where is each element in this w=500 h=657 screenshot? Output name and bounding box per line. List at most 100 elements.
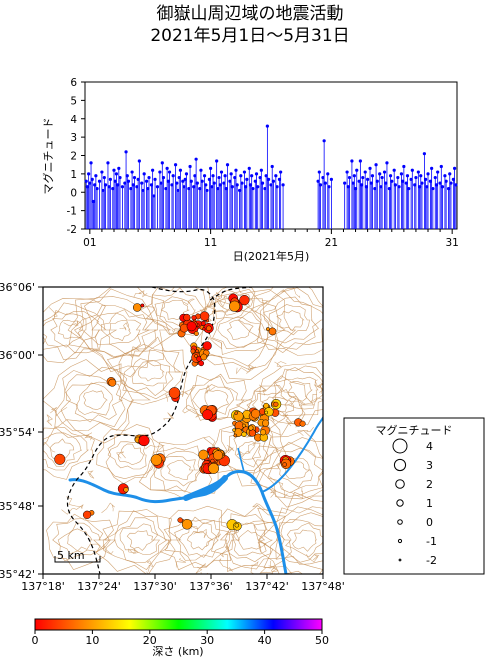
magnitude-point xyxy=(235,183,239,187)
magnitude-point xyxy=(387,186,391,191)
colorbar-ticks xyxy=(34,630,323,634)
magnitude-point xyxy=(275,185,279,189)
contour-line xyxy=(238,287,323,356)
contour-line xyxy=(182,404,198,414)
magnitude-point xyxy=(351,181,355,185)
magnitude-point xyxy=(90,177,94,181)
contour-line xyxy=(281,287,301,299)
magnitude-point xyxy=(210,185,214,189)
magnitude-point xyxy=(103,183,108,187)
magnitude-point xyxy=(425,185,429,189)
magnitude-point xyxy=(173,163,178,167)
figure-title-line1: 御嶽山周辺域の地震活動 xyxy=(156,4,344,24)
magnitude-point xyxy=(410,168,414,172)
epicenter xyxy=(132,303,142,312)
contour-line xyxy=(101,312,142,345)
magnitude-point xyxy=(178,168,183,172)
y-tick-label: 5 xyxy=(70,95,77,107)
magnitude-point xyxy=(409,177,413,181)
magnitude-point xyxy=(161,175,166,180)
contour-line xyxy=(254,300,269,313)
magnitude-point xyxy=(176,188,180,193)
contour-line xyxy=(178,522,219,558)
contour-line xyxy=(74,296,159,359)
magnitude-stems xyxy=(84,124,458,229)
magnitude-point xyxy=(245,177,249,181)
magnitude-point xyxy=(323,181,327,185)
contour-line xyxy=(204,389,229,411)
lat-label: 36°00' xyxy=(0,349,35,362)
magnitude-point xyxy=(85,185,90,189)
contour-line xyxy=(43,310,101,354)
legend-title: マグニチュード xyxy=(376,423,453,437)
magnitude-point xyxy=(166,179,170,183)
magnitude-point xyxy=(369,181,373,185)
magnitude-point xyxy=(131,183,135,187)
magnitude-point xyxy=(151,168,155,172)
magnitude-point xyxy=(215,159,219,163)
magnitude-point xyxy=(448,172,452,176)
magnitude-point xyxy=(443,174,447,178)
colorbar-tick-label: 0 xyxy=(32,634,39,647)
magnitude-point xyxy=(361,175,365,180)
magnitude-point xyxy=(192,185,196,189)
contour-line xyxy=(207,414,289,487)
contour-line xyxy=(160,455,201,487)
magnitude-point xyxy=(112,168,116,172)
contour-line xyxy=(272,367,323,410)
epicenter xyxy=(239,294,250,306)
contour-line xyxy=(133,290,148,298)
lat-label: 35°48' xyxy=(0,500,35,513)
contour-line xyxy=(226,319,254,340)
magnitude-point xyxy=(433,175,437,180)
magnitude-point xyxy=(216,186,220,191)
epicenter xyxy=(54,453,66,465)
magnitude-point xyxy=(123,181,127,185)
magnitude-point xyxy=(147,175,151,180)
contour-line xyxy=(192,384,235,415)
magnitude-point xyxy=(95,186,99,191)
lon-label: 137°24' xyxy=(77,580,121,593)
epicenter xyxy=(248,429,257,437)
magnitude-point xyxy=(413,183,417,187)
magnitude-point xyxy=(107,185,111,189)
magnitude-point xyxy=(84,179,88,183)
epicenter xyxy=(241,423,246,428)
x-tick-label: 01 xyxy=(83,237,96,249)
magnitude-point xyxy=(120,185,125,189)
boundary-line-upper xyxy=(209,287,253,301)
contour-line xyxy=(276,457,313,488)
contour-line xyxy=(185,373,253,422)
magnitude-point xyxy=(175,181,179,185)
epicenter xyxy=(213,450,223,461)
x-axis-label: 日(2021年5月) xyxy=(233,249,310,263)
x-tick-label: 21 xyxy=(325,237,338,249)
y-tick-label: 6 xyxy=(70,77,77,89)
magnitude-point xyxy=(234,168,238,172)
epicenter xyxy=(262,419,270,427)
contour-line xyxy=(258,289,323,350)
magnitude-point xyxy=(396,175,400,180)
contour-line xyxy=(84,432,93,441)
epicenter xyxy=(108,378,117,387)
magnitude-point xyxy=(87,172,91,176)
magnitude-point xyxy=(454,183,458,187)
epicenter xyxy=(123,487,129,493)
magnitude-legend: マグニチュード 4 3 2 1 0 -1 -2 xyxy=(343,417,485,575)
contour-line xyxy=(225,530,239,542)
magnitude-point xyxy=(364,185,369,189)
contour-line xyxy=(280,376,319,405)
contour-line xyxy=(128,547,139,554)
magnitude-point xyxy=(182,185,186,189)
magnitude-point xyxy=(129,186,133,191)
epicenter xyxy=(234,411,238,415)
contour-line xyxy=(272,365,323,417)
magnitude-point xyxy=(353,186,358,191)
epicenter xyxy=(234,523,240,528)
contour-line xyxy=(287,380,313,402)
epicenter xyxy=(210,458,215,464)
magnitude-point xyxy=(404,181,408,185)
magnitude-point xyxy=(405,174,410,178)
magnitude-point xyxy=(155,185,160,189)
contour-line xyxy=(163,412,175,421)
